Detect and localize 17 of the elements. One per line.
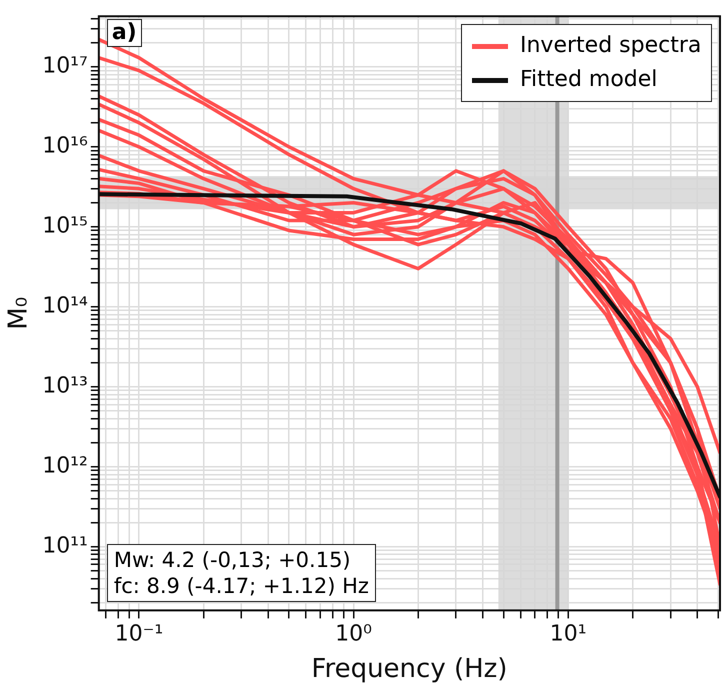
legend-label: Inverted spectra [520, 32, 702, 60]
annotation: a) [106, 19, 142, 48]
y-tick-label: 10¹¹ [42, 533, 88, 558]
y-tick-label: 10¹⁶ [42, 134, 88, 159]
y-tick-label: 10¹² [42, 453, 88, 478]
x-tick-label: 10¹ [550, 621, 587, 646]
y-axis-title: M₀ [3, 296, 34, 330]
x-tick-label: 10⁻¹ [114, 621, 164, 646]
annotation: Mw: 4.2 (-0,13; +0.15) [114, 547, 352, 574]
annotation: fc: 8.9 (-4.17; +1.12) Hz [114, 573, 369, 600]
y-tick-label: 10¹³ [42, 374, 88, 399]
y-tick-label: 10¹⁴ [42, 294, 88, 319]
y-tick-label: 10¹⁵ [42, 214, 88, 239]
x-tick-label: 10⁰ [335, 621, 372, 646]
x-axis-title: Frequency (Hz) [311, 654, 508, 684]
legend-label: Fitted model [520, 66, 658, 94]
y-tick-label: 10¹⁷ [42, 54, 88, 79]
